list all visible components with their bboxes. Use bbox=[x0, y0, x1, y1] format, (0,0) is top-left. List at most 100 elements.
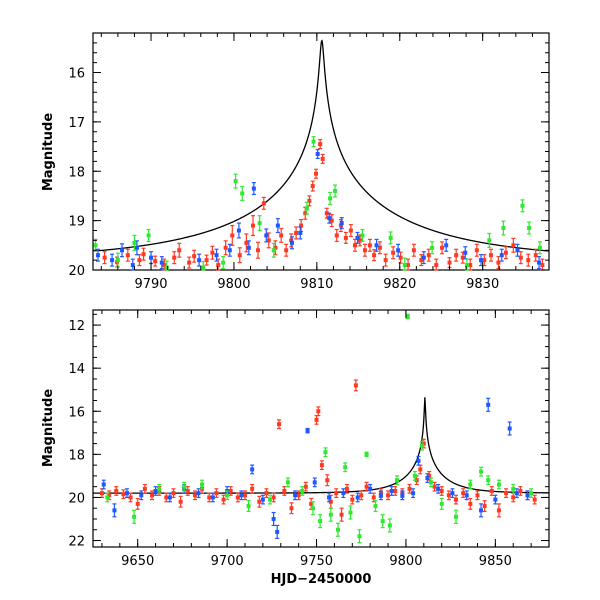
green-data-point bbox=[132, 234, 137, 251]
blue-data-point bbox=[214, 248, 219, 262]
blue-data-point bbox=[239, 490, 244, 501]
red-marker bbox=[329, 218, 334, 223]
blue-marker bbox=[120, 248, 125, 253]
blue-data-point bbox=[196, 488, 201, 499]
red-data-point bbox=[391, 246, 396, 260]
red-marker bbox=[386, 493, 391, 498]
red-data-point bbox=[488, 248, 493, 262]
blue-marker bbox=[134, 245, 139, 250]
green-data-point bbox=[335, 522, 340, 537]
blue-data-point bbox=[251, 182, 256, 196]
red-data-point bbox=[294, 226, 299, 240]
x-tick-label: 9800 bbox=[389, 554, 422, 569]
red-data-point bbox=[142, 483, 147, 494]
green-marker bbox=[380, 519, 385, 524]
green-marker bbox=[454, 514, 459, 519]
blue-marker bbox=[236, 228, 241, 233]
red-data-point bbox=[128, 492, 133, 503]
green-data-point bbox=[310, 501, 315, 516]
red-marker bbox=[540, 263, 545, 268]
red-data-point bbox=[489, 486, 494, 496]
x-tick-label: 9810 bbox=[300, 277, 333, 292]
red-marker bbox=[475, 493, 480, 498]
red-data-point bbox=[398, 251, 403, 264]
blue-data-point bbox=[149, 251, 154, 265]
blue-marker bbox=[250, 467, 255, 472]
y-tick-label: 20 bbox=[68, 491, 85, 506]
red-data-point bbox=[353, 379, 358, 392]
blue-data-point bbox=[327, 492, 332, 503]
red-data-point bbox=[150, 490, 155, 501]
green-data-point bbox=[328, 191, 333, 205]
red-data-point bbox=[334, 488, 339, 499]
red-marker bbox=[503, 250, 508, 255]
red-data-point bbox=[266, 232, 271, 249]
green-data-point bbox=[537, 241, 542, 255]
red-data-point bbox=[221, 494, 226, 505]
blue-data-point bbox=[305, 427, 310, 434]
y-tick-label: 20 bbox=[68, 264, 85, 279]
red-data-point bbox=[261, 196, 266, 210]
red-data-point bbox=[153, 255, 158, 267]
red-data-point bbox=[533, 248, 538, 262]
green-data-point bbox=[486, 475, 491, 486]
green-marker bbox=[225, 493, 230, 498]
blue-marker bbox=[110, 258, 115, 263]
x-tick-label: 9850 bbox=[479, 554, 512, 569]
red-data-point bbox=[418, 464, 423, 475]
green-marker bbox=[520, 203, 525, 208]
red-marker bbox=[496, 260, 501, 265]
red-data-point bbox=[243, 490, 247, 501]
red-data-point bbox=[434, 258, 439, 271]
red-data-point bbox=[518, 251, 523, 265]
green-data-point bbox=[468, 479, 473, 490]
red-data-point bbox=[251, 215, 256, 237]
red-data-point bbox=[316, 406, 321, 417]
red-marker bbox=[142, 486, 147, 491]
green-data-point bbox=[527, 221, 532, 235]
red-marker bbox=[314, 171, 319, 176]
green-data-point bbox=[225, 490, 230, 501]
red-marker bbox=[533, 253, 538, 258]
green-marker bbox=[333, 189, 338, 193]
red-marker bbox=[102, 255, 107, 260]
green-data-point bbox=[439, 497, 444, 510]
red-data-point bbox=[482, 500, 487, 513]
red-marker bbox=[114, 488, 119, 493]
red-data-point bbox=[271, 492, 276, 503]
red-data-point bbox=[334, 228, 339, 242]
red-marker bbox=[310, 184, 315, 189]
blue-marker bbox=[444, 243, 449, 248]
green-data-point bbox=[300, 486, 305, 496]
green-data-point bbox=[146, 228, 151, 242]
red-data-point bbox=[282, 486, 287, 496]
green-marker bbox=[468, 482, 473, 487]
blue-data-point bbox=[411, 488, 416, 499]
green-marker bbox=[157, 486, 162, 491]
blue-data-point bbox=[120, 243, 125, 258]
green-marker bbox=[430, 245, 435, 250]
red-data-point bbox=[446, 490, 451, 501]
red-data-point bbox=[461, 488, 466, 499]
green-marker bbox=[257, 221, 262, 226]
top-axis-ticks: 9790 9800 9810 9820 9830 16 17 18 19 20 bbox=[68, 32, 550, 292]
red-marker bbox=[99, 491, 104, 496]
green-marker bbox=[300, 488, 305, 493]
blue-marker bbox=[400, 493, 405, 498]
x-tick-label: 9820 bbox=[383, 277, 416, 292]
blue-marker bbox=[312, 480, 317, 485]
red-marker bbox=[419, 258, 424, 263]
blue-data-point bbox=[112, 503, 117, 518]
red-data-point bbox=[210, 245, 215, 260]
red-data-point bbox=[372, 249, 377, 262]
blue-marker bbox=[368, 486, 373, 491]
green-data-point bbox=[285, 477, 290, 488]
red-data-point bbox=[407, 483, 412, 494]
green-marker bbox=[439, 501, 444, 506]
green-marker bbox=[402, 263, 407, 268]
green-data-point bbox=[387, 518, 392, 533]
blue-data-point bbox=[368, 483, 373, 494]
blue-marker bbox=[149, 255, 154, 260]
red-marker bbox=[352, 243, 357, 248]
x-tick-label: 9790 bbox=[134, 277, 167, 292]
